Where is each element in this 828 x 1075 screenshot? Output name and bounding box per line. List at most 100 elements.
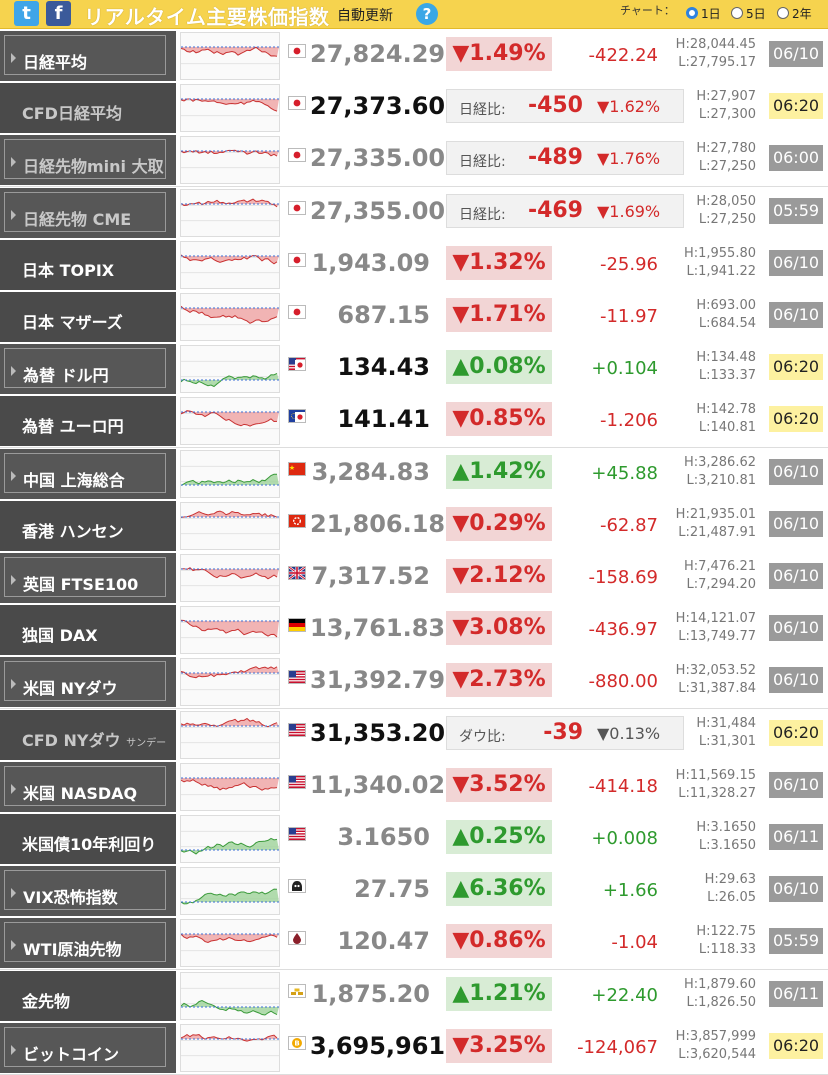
chart-1day-radio[interactable]	[686, 7, 698, 19]
high-low: H:28,044.45 L:27,795.17	[668, 36, 756, 72]
low-value: L:27,250	[698, 159, 756, 175]
chart-2year-radio[interactable]	[777, 7, 789, 19]
percent-change: ▼0.86%	[452, 928, 546, 954]
index-name-frame: 日経先物 CME	[4, 191, 166, 232]
index-name-button[interactable]: ビットコイン	[0, 1022, 176, 1073]
low-value: L:3,620,544	[678, 1046, 756, 1062]
mini-chart[interactable]	[180, 1023, 280, 1072]
index-price: 31,353.20	[310, 718, 446, 747]
mini-chart[interactable]	[180, 84, 280, 133]
chart-1day-label: 1日	[701, 7, 721, 21]
index-name-button[interactable]: 為替 ユーロ円	[0, 396, 176, 447]
update-time-badge: 06:20	[769, 406, 823, 433]
index-name-note: サンデー	[126, 737, 167, 749]
mini-chart[interactable]	[180, 762, 280, 811]
mini-chart[interactable]	[180, 554, 280, 602]
index-name-frame: 香港 ハンセン	[4, 505, 164, 543]
point-change: -436.97	[588, 619, 658, 641]
high-value: H:122.75	[696, 924, 756, 940]
index-name-button[interactable]: 日本 マザーズ	[0, 292, 176, 342]
help-icon[interactable]: ?	[416, 3, 438, 25]
high-low: H:693.00 L:684.54	[668, 297, 756, 333]
mini-chart[interactable]	[180, 449, 280, 498]
high-value: H:28,044.45	[675, 37, 756, 52]
mini-chart[interactable]	[180, 919, 280, 968]
index-name: VIX恐怖指数	[23, 888, 118, 908]
mini-chart[interactable]	[180, 710, 280, 759]
index-name-button[interactable]: 金先物	[0, 970, 176, 1021]
low-value: L:7,294.20	[686, 577, 756, 592]
low-value: L:133.37	[698, 368, 756, 384]
mini-chart[interactable]	[180, 867, 280, 916]
index-name-button[interactable]: 米国 NYダウ	[0, 657, 176, 708]
index-row: CFD NYダウ サンデー 31,353.20 ダウ比: -39 ▼0.13% …	[0, 708, 828, 762]
index-name-button[interactable]: 中国 上海総合	[0, 448, 176, 499]
facebook-icon[interactable]: f	[46, 1, 71, 26]
high-low: H:29.63 L:26.05	[668, 871, 756, 907]
index-name-button[interactable]: 米国債10年利回り	[0, 814, 176, 864]
index-row: 独国 DAX 13,761.83 ▼3.08% -436.97 H:14,121.…	[0, 604, 828, 658]
point-change: +0.008	[591, 828, 658, 849]
index-name-button[interactable]: CFD NYダウ サンデー	[0, 709, 176, 760]
diff-percent: ▼1.62%	[597, 97, 661, 117]
index-name: 米国 NYダウ	[23, 679, 118, 699]
diff-box: 日経比: -489 ▼1.76%	[446, 141, 684, 176]
percent-change: ▼0.85%	[452, 406, 546, 432]
percent-badge: ▲1.42%	[446, 454, 552, 489]
mini-chart[interactable]	[180, 345, 280, 394]
update-time-badge: 05:59	[769, 197, 823, 224]
mini-chart[interactable]	[180, 501, 280, 550]
mini-chart[interactable]	[180, 293, 280, 341]
percent-change: ▼2.73%	[452, 667, 546, 693]
index-name-button[interactable]: CFD日経平均	[0, 83, 176, 134]
mini-chart[interactable]	[180, 240, 280, 289]
mini-chart[interactable]	[180, 32, 280, 80]
index-name-button[interactable]: 日経先物mini 大取	[0, 135, 176, 186]
twitter-icon[interactable]: t	[14, 1, 39, 26]
high-value: H:27,907	[696, 89, 756, 105]
index-name-button[interactable]: 米国 NASDAQ	[0, 761, 176, 812]
point-change: -880.00	[588, 671, 658, 693]
mini-chart[interactable]	[180, 815, 280, 863]
high-value: H:21,935.01	[675, 506, 756, 522]
high-value: H:1,955.80	[683, 245, 756, 261]
high-low: H:32,053.52 L:31,387.84	[668, 662, 756, 698]
index-name-frame: 日経平均	[4, 35, 166, 75]
index-row: 日経先物 CME 27,355.00 日経比: -469 ▼1.69% H:28…	[0, 186, 828, 240]
point-change: -1.206	[599, 410, 658, 432]
hk-flag-icon	[288, 513, 306, 528]
mini-chart[interactable]	[180, 188, 280, 237]
low-value: L:31,301	[698, 733, 756, 749]
high-value: H:3.1650	[696, 820, 756, 835]
jp-flag-icon	[288, 305, 306, 319]
diff-box: ダウ比: -39 ▼0.13%	[446, 715, 684, 750]
high-low: H:3,286.62 L:3,210.81	[668, 454, 756, 490]
mini-chart[interactable]	[180, 397, 280, 446]
mini-chart[interactable]	[180, 606, 280, 655]
index-name-button[interactable]: 英国 FTSE100	[0, 553, 176, 603]
index-name-button[interactable]: VIX恐怖指数	[0, 866, 176, 917]
index-name: 金先物	[22, 991, 71, 1011]
index-name: 日経平均	[23, 53, 88, 72]
index-name-frame: 日経先物mini 大取	[4, 139, 166, 180]
index-name-button[interactable]: 香港 ハンセン	[0, 500, 176, 551]
update-time-badge: 06:20	[769, 354, 823, 381]
index-name-button[interactable]: 日経平均	[0, 31, 176, 81]
low-value: L:1,941.22	[686, 263, 756, 279]
index-name: 英国 FTSE100	[23, 575, 139, 594]
vix-flag-icon	[288, 879, 306, 894]
index-name-button[interactable]: 日本 TOPIX	[0, 239, 176, 290]
index-name-button[interactable]: 日経先物 CME	[0, 187, 176, 238]
mini-chart[interactable]	[180, 971, 280, 1020]
index-price: 3,284.83	[311, 457, 430, 486]
mini-chart[interactable]	[180, 136, 280, 185]
high-low: H:1,955.80 L:1,941.22	[668, 245, 756, 281]
index-name-button[interactable]: 為替 ドル円	[0, 344, 176, 395]
index-name: 中国 上海総合	[23, 470, 125, 490]
index-name-button[interactable]: 独国 DAX	[0, 605, 176, 656]
jp-flag-icon	[288, 200, 306, 215]
mini-chart[interactable]	[180, 658, 280, 707]
chart-5day-radio[interactable]	[731, 7, 743, 19]
index-name-frame: CFD NYダウ サンデー	[4, 714, 167, 752]
index-name-button[interactable]: WTI原油先物	[0, 918, 176, 969]
